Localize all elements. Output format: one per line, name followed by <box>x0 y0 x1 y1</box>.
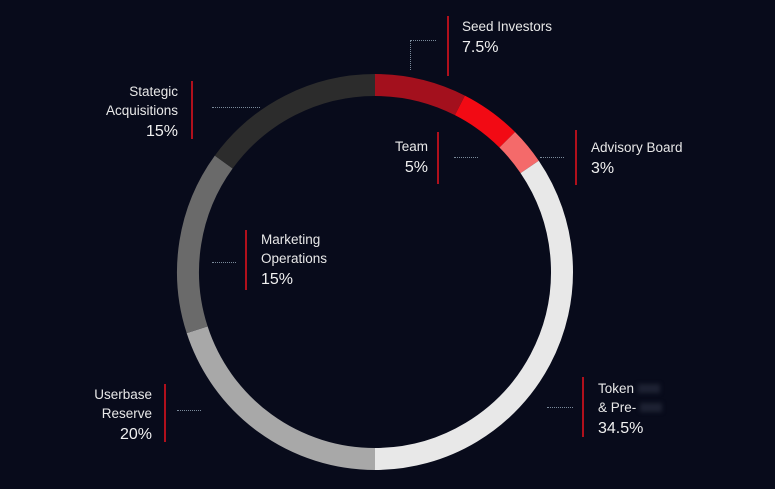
donut-segment-marketing-operations <box>177 155 233 334</box>
advisory-board-pct: 3% <box>591 160 615 177</box>
stategic-acquisitions-leader <box>212 107 260 108</box>
donut-segment-token-pre <box>374 160 573 470</box>
seed-investors-marker <box>447 16 449 76</box>
donut-segment-stategic-acquisitions <box>214 74 376 169</box>
advisory-board-label: Advisory Board <box>591 140 683 155</box>
redacted-text <box>638 384 660 393</box>
advisory-board-marker <box>575 130 577 185</box>
team-leader <box>454 157 478 158</box>
stategic-acquisitions-marker <box>191 81 193 139</box>
token-label: Token & Pre- <box>598 381 637 415</box>
userbase-reserve-marker <box>164 384 166 442</box>
donut-segment-seed-investors <box>374 74 465 116</box>
userbase-reserve-leader <box>177 410 201 411</box>
seed-investors-callout: Seed Investors 7.5% <box>462 17 552 59</box>
seed-investors-leader-h <box>410 40 436 41</box>
seed-investors-label: Seed Investors <box>462 19 553 34</box>
team-callout: Team 5% <box>360 137 428 179</box>
team-pct: 5% <box>404 159 428 176</box>
advisory-board-callout: Advisory Board 3% <box>591 138 683 180</box>
seed-investors-leader <box>410 40 411 70</box>
stategic-acquisitions-label: Stategic Acquisitions <box>105 84 178 118</box>
stategic-acquisitions-pct: 15% <box>145 123 178 140</box>
donut-segment-advisory-board <box>499 131 539 174</box>
marketing-operations-label: Marketing Operations <box>261 232 328 266</box>
redacted-text <box>640 403 662 412</box>
userbase-reserve-callout: Userbase Reserve 20% <box>60 385 152 446</box>
userbase-reserve-label: Userbase Reserve <box>94 387 152 421</box>
team-marker <box>437 132 439 184</box>
token-marker <box>582 377 584 437</box>
seed-investors-pct: 7.5% <box>462 39 499 56</box>
userbase-reserve-pct: 20% <box>119 426 152 443</box>
team-label: Team <box>394 139 428 154</box>
marketing-operations-leader <box>212 262 236 263</box>
donut-segment-team <box>454 95 516 148</box>
donut-segment-userbase-reserve <box>186 326 376 470</box>
stategic-acquisitions-callout: Stategic Acquisitions 15% <box>80 82 178 143</box>
token-callout: Token & Pre- 34.5% <box>598 379 643 440</box>
marketing-operations-callout: Marketing Operations 15% <box>261 230 327 291</box>
marketing-operations-pct: 15% <box>261 271 294 288</box>
token-pct: 34.5% <box>598 420 644 437</box>
marketing-operations-marker <box>245 230 247 290</box>
advisory-board-leader <box>540 157 564 158</box>
token-leader <box>547 407 573 408</box>
